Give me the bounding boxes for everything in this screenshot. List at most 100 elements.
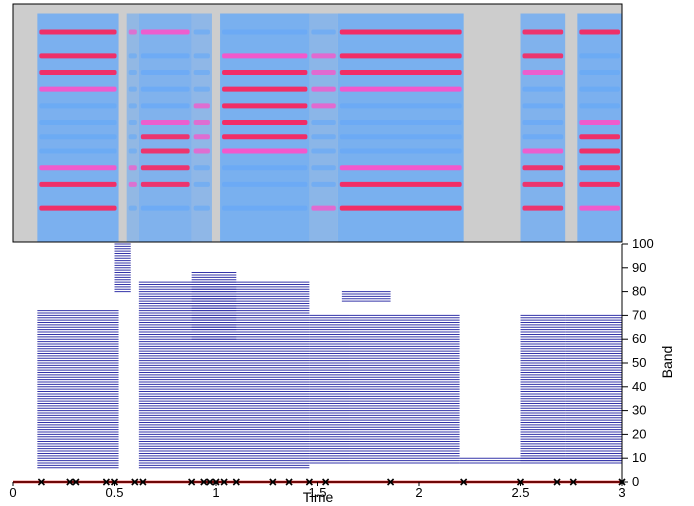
spectrogram-harmonic-4-1 bbox=[222, 53, 308, 59]
spectrogram-harmonic-6-10 bbox=[339, 205, 462, 211]
spectrogram-harmonic-8-0 bbox=[579, 29, 620, 35]
spectrogram-harmonic-4-8 bbox=[222, 165, 308, 171]
spectrogram-harmonic-7-3 bbox=[522, 86, 564, 92]
spectrogram-harmonic-3-3 bbox=[193, 86, 210, 92]
spectrogram-harmonic-3-2 bbox=[193, 70, 210, 76]
y-tick-label-0: 0 bbox=[632, 474, 639, 489]
spectrogram-harmonic-6-6 bbox=[339, 134, 462, 140]
spectrogram-harmonic-0-9 bbox=[39, 181, 117, 187]
spectrogram-segment-5 bbox=[309, 13, 338, 242]
spectrogram-harmonic-3-10 bbox=[193, 205, 210, 211]
spectrogram-harmonic-5-5 bbox=[311, 120, 336, 125]
spectrogram-harmonic-7-0 bbox=[522, 29, 564, 35]
spectrogram-harmonic-0-3 bbox=[39, 86, 117, 92]
spectrogram-harmonic-2-6 bbox=[140, 134, 190, 140]
spectrogram-harmonic-6-4 bbox=[339, 103, 462, 109]
x-tick-label-2: 1 bbox=[212, 485, 219, 500]
y-tick-label-1: 10 bbox=[632, 450, 646, 465]
spectrogram-harmonic-1-1 bbox=[128, 53, 137, 59]
x-tick-label-0: 0 bbox=[9, 485, 16, 500]
spectrogram-harmonic-7-6 bbox=[522, 134, 564, 140]
spectrogram-harmonic-1-3 bbox=[128, 86, 137, 92]
spectrogram-harmonic-2-9 bbox=[140, 181, 190, 187]
y-tick-label-2: 20 bbox=[632, 426, 646, 441]
spectrogram-harmonic-7-5 bbox=[522, 120, 564, 125]
spectrogram-harmonic-2-0 bbox=[140, 29, 190, 35]
spectrogram-harmonic-1-2 bbox=[128, 70, 137, 76]
spectrogram-harmonic-3-4 bbox=[193, 103, 210, 109]
spectrogram-harmonic-1-10 bbox=[128, 205, 137, 211]
spectrogram-harmonic-8-3 bbox=[579, 86, 620, 92]
spectrogram-harmonic-8-5 bbox=[579, 120, 620, 125]
spectrogram-harmonic-7-1 bbox=[522, 53, 564, 59]
spectrogram-harmonic-7-8 bbox=[522, 165, 564, 171]
spectrogram-harmonic-8-2 bbox=[579, 70, 620, 76]
spectrogram-harmonic-3-7 bbox=[193, 148, 210, 154]
spectrogram-harmonic-1-5 bbox=[128, 120, 137, 125]
spectrogram-image bbox=[37, 13, 622, 242]
spectrogram-harmonic-3-1 bbox=[193, 53, 210, 59]
spectrogram-harmonic-5-0 bbox=[311, 29, 336, 35]
spectrogram-harmonic-4-3 bbox=[222, 86, 308, 92]
spectrogram-segment-7 bbox=[520, 13, 566, 242]
spectrogram-harmonic-6-5 bbox=[339, 120, 462, 125]
spectrogram-segment-6 bbox=[337, 13, 464, 242]
spectrogram-harmonic-2-2 bbox=[140, 70, 190, 76]
spectrogram-harmonic-7-7 bbox=[522, 148, 564, 154]
spectrogram-harmonic-4-6 bbox=[222, 134, 308, 140]
spectrogram-harmonic-0-4 bbox=[39, 103, 117, 109]
spectrogram-harmonic-4-0 bbox=[222, 29, 308, 35]
spectrogram-harmonic-1-6 bbox=[128, 134, 137, 140]
spectrogram-harmonic-0-6 bbox=[39, 134, 117, 140]
spectrogram-harmonic-3-0 bbox=[193, 29, 210, 35]
spectrogram-harmonic-8-8 bbox=[579, 165, 620, 171]
spectrogram-harmonic-3-6 bbox=[193, 134, 210, 140]
spectrogram-harmonic-3-9 bbox=[193, 181, 210, 187]
spectrogram-harmonic-4-7 bbox=[222, 148, 308, 154]
spectrogram-harmonic-5-9 bbox=[311, 181, 336, 187]
spectrogram-harmonic-2-10 bbox=[140, 205, 190, 211]
spectrogram-harmonic-8-4 bbox=[579, 103, 620, 109]
spectrogram-harmonic-4-5 bbox=[222, 120, 308, 125]
spectrogram-harmonic-8-7 bbox=[579, 148, 620, 154]
spectrogram-harmonic-0-7 bbox=[39, 148, 117, 154]
spectrogram-harmonic-7-10 bbox=[522, 205, 564, 211]
spectrogram-harmonic-8-6 bbox=[579, 134, 620, 140]
spectrogram-harmonic-0-8 bbox=[39, 165, 117, 171]
y-tick-label-10: 100 bbox=[632, 236, 654, 251]
x-tick-label-6: 3 bbox=[618, 485, 625, 500]
spectrogram-harmonic-6-0 bbox=[339, 29, 462, 35]
band-lines bbox=[37, 243, 622, 469]
spectrogram-harmonic-1-9 bbox=[128, 181, 137, 187]
bands-panel: 0 10 20 30 40 50 60 70 80 90 100 0 0.5 1 1.5 2 2.5 3 Tim… bbox=[9, 236, 675, 505]
spectrogram-harmonic-8-10 bbox=[579, 205, 620, 211]
spectrogram-panel bbox=[12, 3, 623, 243]
spectrogram-harmonic-8-9 bbox=[579, 181, 620, 187]
spectrogram-segment-2 bbox=[138, 13, 192, 242]
spectrogram-segment-0 bbox=[37, 13, 119, 242]
spectrogram-frame bbox=[12, 3, 623, 243]
spectrogram-harmonic-4-4 bbox=[222, 103, 308, 109]
spectrogram-harmonic-5-2 bbox=[311, 70, 336, 76]
x-tick-label-1: 0.5 bbox=[105, 485, 123, 500]
spectrogram-harmonic-4-9 bbox=[222, 181, 308, 187]
spectrogram-harmonic-7-4 bbox=[522, 103, 564, 109]
spectrogram-harmonic-5-6 bbox=[311, 134, 336, 140]
spectrogram-segment-8 bbox=[577, 13, 622, 242]
spectrogram-harmonic-0-0 bbox=[39, 29, 117, 35]
spectrogram-harmonic-2-5 bbox=[140, 120, 190, 125]
y-tick-label-9: 90 bbox=[632, 260, 646, 275]
spectrogram-harmonic-1-4 bbox=[128, 103, 137, 109]
spectrogram-harmonic-3-8 bbox=[193, 165, 210, 171]
spectrogram-harmonic-0-1 bbox=[39, 53, 117, 59]
spectrogram-harmonic-6-9 bbox=[339, 181, 462, 187]
spectrogram-harmonic-6-8 bbox=[339, 165, 462, 171]
spectrogram-harmonic-2-3 bbox=[140, 86, 190, 92]
spectrogram-harmonic-6-2 bbox=[339, 70, 462, 76]
spectrogram-harmonic-2-8 bbox=[140, 165, 190, 171]
y-ticks: 0 10 20 30 40 50 60 70 80 90 100 bbox=[622, 236, 654, 489]
x-ticks: 0 0.5 1 1.5 2 2.5 3 bbox=[9, 482, 626, 500]
spectrogram-harmonic-5-10 bbox=[311, 205, 336, 211]
spectrogram-harmonic-2-1 bbox=[140, 53, 190, 59]
